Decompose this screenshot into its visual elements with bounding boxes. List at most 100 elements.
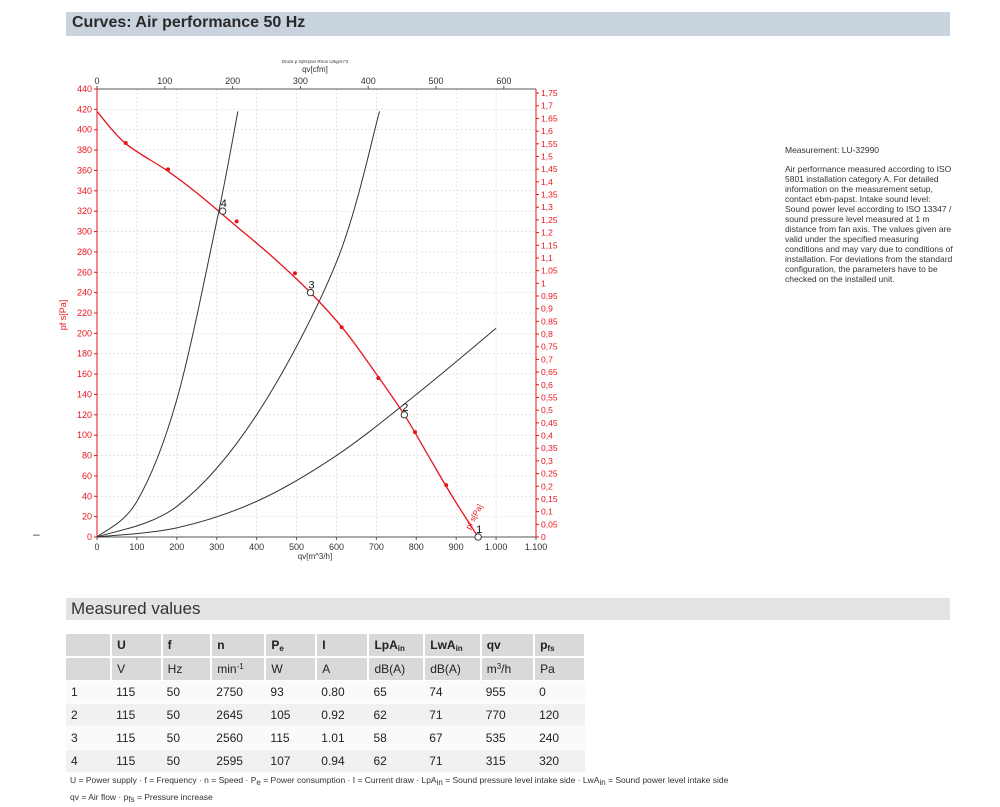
table-cell: 240 <box>534 726 585 750</box>
x-tick-label: 200 <box>169 542 184 552</box>
table-cell: 120 <box>534 703 585 727</box>
y-tick-label: 400 <box>77 125 92 135</box>
y-tick-label: 140 <box>77 389 92 399</box>
table-cell: 67 <box>424 726 481 750</box>
operating-point <box>219 207 227 215</box>
unit-cell: m3/h <box>480 656 536 681</box>
y2-tick-label: 1,4 <box>541 177 553 187</box>
header-cell <box>66 634 113 657</box>
header-cell: f <box>161 634 213 657</box>
dash-mark: – <box>33 527 40 541</box>
table-cell: 71 <box>424 703 481 727</box>
x2-tick-label: 400 <box>361 76 376 86</box>
chart-title: Druck p f@N@ar Rhon U/kg/m^3 <box>282 60 349 64</box>
header-cell: LpAin <box>368 634 426 657</box>
unit-superscript: 3 <box>496 662 502 671</box>
x2-tick-label: 600 <box>496 76 511 86</box>
y2-tick-label: 0,65 <box>541 367 558 377</box>
x-tick-label: 700 <box>369 542 384 552</box>
y2-tick-label: 0,55 <box>541 392 558 402</box>
measurement-description: Air performance measured according to IS… <box>785 164 953 284</box>
operating-point-label: 4 <box>221 198 227 210</box>
table-cell: 105 <box>265 703 317 727</box>
table-cell: 50 <box>161 680 212 704</box>
x-tick-label: 800 <box>409 542 424 552</box>
fan-curve-line <box>96 110 479 538</box>
header-cell: Pe <box>265 634 318 657</box>
y2-tick-label: 0,6 <box>541 380 553 390</box>
y-tick-label: 340 <box>77 186 92 196</box>
y2-tick-label: 1,25 <box>541 215 558 225</box>
legend-subscript: in <box>436 778 443 787</box>
table-cell: 320 <box>534 749 585 772</box>
table-cell: 955 <box>480 680 535 704</box>
x-axis-label: qv[m^3/h] <box>298 552 332 561</box>
system-curve-line <box>96 111 239 538</box>
x2-tick-label: 100 <box>157 76 172 86</box>
x-tick-label: 500 <box>289 542 304 552</box>
operating-point <box>474 533 482 541</box>
fan-curve-marker <box>234 219 239 224</box>
y2-tick-label: 1,3 <box>541 202 553 212</box>
y2-tick-label: 1,05 <box>541 266 558 276</box>
y-tick-label: 20 <box>82 512 92 522</box>
y2-tick-label: 1,6 <box>541 126 553 136</box>
header-cell: pfs <box>534 634 586 657</box>
y-tick-label: 220 <box>77 308 92 318</box>
table-cell: 1 <box>66 680 112 704</box>
x2-tick-label: 500 <box>429 76 444 86</box>
table-row: 3 115 50 2560 115 1.01 58 67 535 240 <box>66 726 585 750</box>
table-cell: 115 <box>111 749 162 772</box>
table-cell: 50 <box>161 726 212 750</box>
y-tick-label: 260 <box>77 267 92 277</box>
system-curve-line <box>96 327 497 538</box>
y-tick-label: 100 <box>77 430 92 440</box>
table-cell: 4 <box>66 749 112 772</box>
y2-tick-label: 0,5 <box>541 405 553 415</box>
unit-cell: Hz <box>161 656 213 681</box>
y2-tick-label: 0,95 <box>541 291 558 301</box>
y-tick-label: 120 <box>77 410 92 420</box>
table-cell: 2 <box>66 703 112 727</box>
fan-curve-marker <box>166 167 171 172</box>
y-tick-label: 380 <box>77 145 92 155</box>
legend-line-1: U = Power supply · f = Frequency · n = S… <box>70 775 729 787</box>
y2-tick-label: 0,85 <box>541 316 558 326</box>
table-cell: 62 <box>368 703 425 727</box>
x-tick-label: 600 <box>329 542 344 552</box>
y2-tick-label: 0,15 <box>541 494 558 504</box>
y-tick-label: 40 <box>82 491 92 501</box>
table-cell: 74 <box>424 680 481 704</box>
y-tick-label: 160 <box>77 369 92 379</box>
x-tick-label: 300 <box>209 542 224 552</box>
y2-tick-label: 1,75 <box>541 88 558 98</box>
unit-superscript: -1 <box>236 662 244 671</box>
table-cell: 0.94 <box>316 749 369 772</box>
table-cell: 58 <box>368 726 425 750</box>
unit-cell: V <box>111 656 163 681</box>
x-tick-label: 1.000 <box>485 542 508 552</box>
info-panel: Measurement: LU-32990 Air performance me… <box>785 145 955 293</box>
unit-cell <box>66 656 113 681</box>
y-tick-label: 0 <box>87 532 92 542</box>
x2-tick-label: 200 <box>225 76 240 86</box>
y2-tick-label: 1,7 <box>541 101 553 111</box>
table-row: 1 115 50 2750 93 0.80 65 74 955 0 <box>66 680 585 704</box>
x2-axis-label: qv[cfm] <box>302 65 328 74</box>
table-cell: 770 <box>480 703 535 727</box>
fan-curve-marker <box>444 483 449 488</box>
table-cell: 315 <box>480 749 535 772</box>
table-cell: 1.01 <box>316 726 369 750</box>
y-tick-label: 80 <box>82 451 92 461</box>
y2-tick-label: 1 <box>541 278 546 288</box>
table-cell: 65 <box>368 680 425 704</box>
y-tick-label: 420 <box>77 104 92 114</box>
x2-tick-label: 0 <box>94 76 99 86</box>
legend-line-2: qv = Air flow · pfs = Pressure increase <box>70 792 213 804</box>
table-legend: U = Power supply · f = Frequency · n = S… <box>70 773 728 807</box>
y-tick-label: 240 <box>77 288 92 298</box>
table-cell: 115 <box>111 680 162 704</box>
y2-tick-label: 0,7 <box>541 354 553 364</box>
y2-tick-label: 0,1 <box>541 507 553 517</box>
table-row: 2 115 50 2645 105 0.92 62 71 770 120 <box>66 703 585 727</box>
